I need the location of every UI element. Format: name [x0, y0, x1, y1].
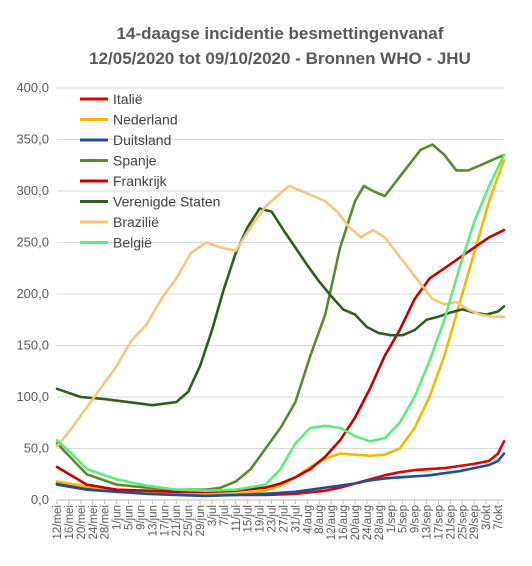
x-tick-label: 25/jun — [183, 505, 195, 536]
x-tick-label: 5/jun — [124, 505, 136, 530]
x-tick-label: 1/sep — [386, 505, 398, 533]
series-line-brazili — [55, 184, 506, 448]
series-line-verenigde-staten — [55, 207, 506, 407]
x-tick-label: 17/jun — [159, 505, 171, 536]
series-line-duitsland — [55, 452, 506, 498]
legend-label-duitsland: Duitsland — [113, 132, 171, 148]
x-tick-label: 3/okt — [481, 504, 493, 530]
x-tick-label: 23/jul — [267, 505, 279, 533]
x-tick-label: 24/aug — [362, 505, 374, 540]
x-tick-label: 21/jun — [171, 505, 183, 536]
y-tick-label: 50,0 — [24, 441, 49, 456]
x-tick-label: 9/jun — [135, 505, 147, 530]
x-tick-label: 12/mei — [52, 505, 64, 540]
x-tick-label: 15/jul — [243, 505, 255, 533]
x-tick-label: 24/mei — [88, 505, 100, 540]
series-layer — [55, 143, 506, 498]
x-tick-label: 7/okt — [493, 504, 505, 530]
legend-label-nederland: Nederland — [113, 112, 178, 128]
x-tick-label: 20/mei — [76, 505, 88, 540]
legend-label-verenigde-staten: Verenigde Staten — [113, 194, 220, 210]
axis-layer: 0,0 50,0 100,0 150,0 200,0 250,0 300,0 350,0 400… — [16, 80, 505, 540]
legend-label-spanje: Spanje — [113, 153, 157, 169]
legend: Italië Nederland Duitsland Spanje Frankrijk V… — [80, 91, 220, 251]
x-tick-label: 28/aug — [374, 505, 386, 540]
chart-title-line-2: 12/05/2020 tot 09/10/2020 - Bronnen WHO … — [89, 49, 471, 68]
legend-label-brazili: Brazilië — [113, 214, 159, 230]
x-tick-label: 7/jul — [219, 505, 231, 526]
legend-label-belgi: België — [113, 235, 152, 251]
x-tick-label: 8/aug — [314, 505, 326, 534]
x-tick-label: 27/jul — [278, 505, 290, 533]
x-tick-label: 16/mei — [64, 505, 76, 540]
x-tick-label: 5/sep — [398, 505, 410, 533]
x-tick-label: 9/sep — [410, 505, 422, 533]
x-tick-label: 20/aug — [350, 505, 362, 540]
x-tick-label: 25/sep — [457, 505, 469, 540]
x-tick-label: 29/sep — [469, 505, 481, 540]
x-tick-label: 28/mei — [100, 505, 112, 540]
x-tick-label: 1/jun — [112, 505, 124, 530]
x-tick-label: 21/sep — [445, 505, 457, 540]
x-tick-label: 19/jul — [255, 505, 267, 533]
y-tick-label: 200,0 — [16, 286, 49, 301]
chart-title-line-1: 14-daagse incidentie besmettingenvanaf — [117, 24, 444, 43]
x-tick-label: 17/sep — [433, 505, 445, 540]
y-tick-label: 100,0 — [16, 389, 49, 404]
legend-label-frankrijk: Frankrijk — [113, 173, 168, 189]
x-tick-label: 12/aug — [326, 505, 338, 540]
x-tick-label: 29/jun — [195, 505, 207, 536]
series-line-frankrijk — [55, 228, 506, 494]
x-tick-label: 16/aug — [338, 505, 350, 540]
x-tick-label: 13/jun — [147, 505, 159, 536]
x-tick-label: 3/jul — [207, 505, 219, 526]
y-tick-label: 350,0 — [16, 132, 49, 147]
y-tick-label: 300,0 — [16, 183, 49, 198]
x-tick-label: 13/sep — [422, 505, 434, 540]
series-line-belgi — [55, 153, 506, 493]
y-tick-label: 250,0 — [16, 235, 49, 250]
x-tick-label: 4/aug — [302, 505, 314, 534]
y-tick-label: 400,0 — [16, 80, 49, 95]
x-tick-label: 31/jul — [290, 505, 302, 533]
series-line-nederland — [55, 158, 506, 496]
legend-label-itali: Italië — [113, 91, 143, 107]
y-tick-label: 150,0 — [16, 338, 49, 353]
y-tick-label: 0,0 — [31, 492, 49, 507]
grid-layer — [57, 87, 504, 501]
x-tick-label: 11/jul — [231, 505, 243, 532]
